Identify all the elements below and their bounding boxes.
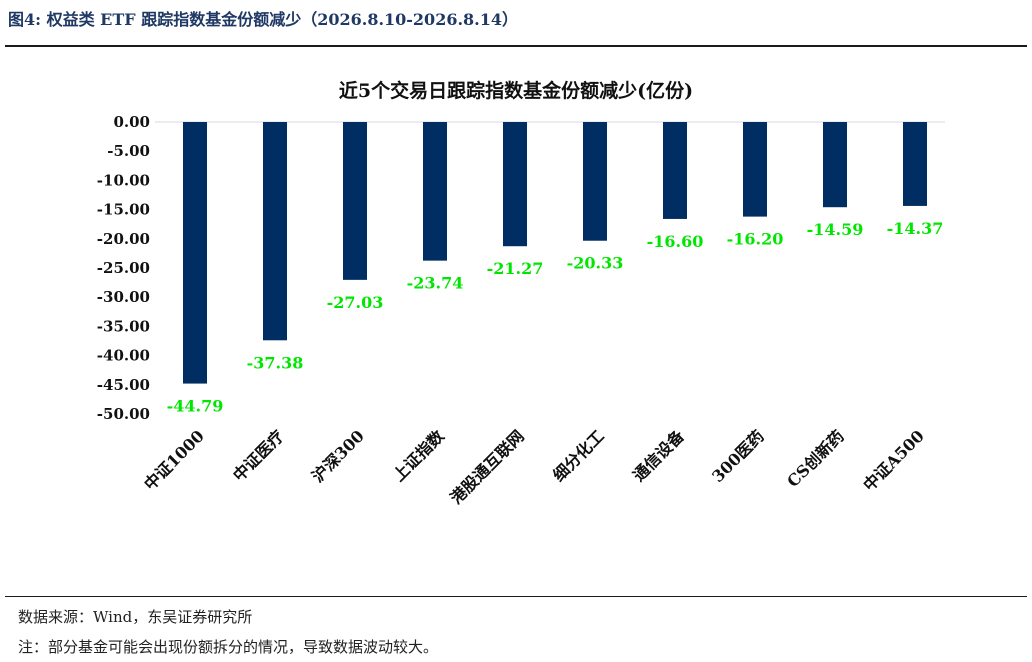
data-label: -14.37 [887,219,944,238]
bar [343,122,367,280]
y-tick-label: -30.00 [97,288,150,306]
data-label: -37.38 [247,353,304,372]
y-tick-label: -15.00 [97,201,150,219]
x-tick-label: 港股通互联网 [447,426,528,507]
data-label: -44.79 [167,397,224,416]
y-tick-label: -40.00 [97,347,150,365]
bottom-rule [5,596,1027,597]
y-tick-label: -25.00 [97,259,150,277]
bar [663,122,687,219]
top-rule [5,45,1027,47]
source-note: 数据来源：Wind，东吴证券研究所 [18,608,253,626]
y-tick-label: -20.00 [97,230,150,248]
bar [823,122,847,208]
data-label: -14.59 [807,220,864,239]
x-tick-label: 中证A500 [859,426,927,494]
bar [503,122,527,247]
x-tick-label: 沪深300 [308,426,368,486]
chart-title: 近5个交易日跟踪指数基金份额减少(亿份) [339,79,693,102]
x-tick-label: 通信设备 [629,426,688,485]
y-tick-label: -10.00 [97,171,150,189]
figure-title: 图4: 权益类 ETF 跟踪指数基金份额减少（2026.8.10-2026.8.… [8,10,518,29]
bar [183,122,207,384]
data-labels: -44.79 -37.38 -27.03 -23.74 -21.27 -20.33 -16.… [167,219,944,416]
data-label: -20.33 [567,254,624,273]
bars [183,122,927,384]
data-label: -27.03 [327,293,384,312]
x-tick-label: 300医药 [708,426,768,486]
x-tick-label: 上证指数 [389,426,448,485]
x-tick-label: 中证1000 [140,426,208,494]
data-label: -21.27 [487,259,544,278]
bar [583,122,607,241]
bar [743,122,767,217]
y-tick-label: -35.00 [97,317,150,335]
y-tick-label: -45.00 [97,376,150,394]
x-tick-label: CS创新药 [783,426,848,491]
foot-note: 注：部分基金可能会出现份额拆分的情况，导致数据波动较大。 [18,638,439,656]
x-tick-label: 中证医疗 [229,426,288,485]
data-label: -16.60 [647,232,704,251]
bar [423,122,447,261]
x-tick-label: 细分化工 [549,426,608,485]
bar [903,122,927,206]
y-tick-label: -50.00 [97,405,150,423]
y-axis: 0.00-5.00-10.00-15.00-20.00-25.00-30.00-… [97,113,945,423]
data-label: -23.74 [407,274,464,293]
bar [263,122,287,341]
data-label: -16.20 [727,230,784,249]
y-tick-label: -5.00 [107,142,150,160]
bar-chart: 近5个交易日跟踪指数基金份额减少(亿份) 0.00 -5.00 -10.00 -15.… [97,79,945,508]
y-tick-label: 0.00 [113,113,150,131]
